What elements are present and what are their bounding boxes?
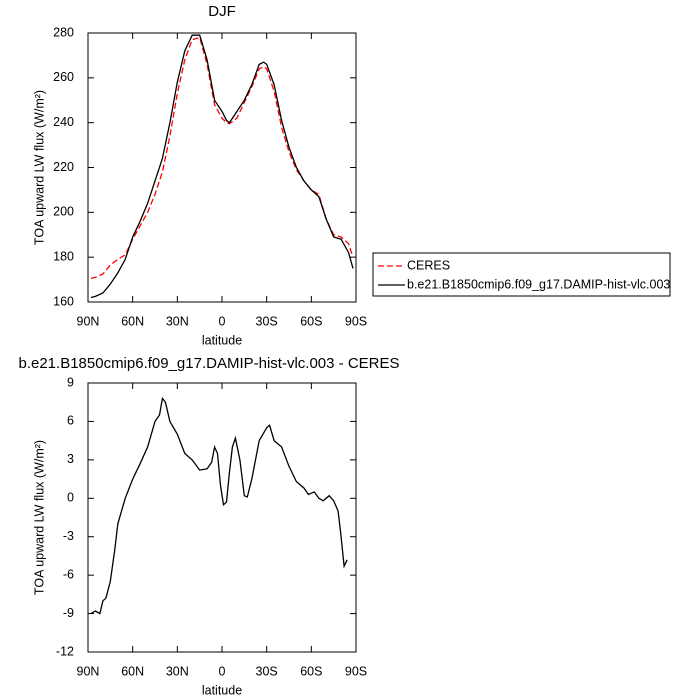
y-axis-label: TOA upward LW flux (W/m²) <box>32 440 46 595</box>
y-tick-label: 160 <box>53 294 74 308</box>
y-tick-label: 240 <box>53 115 74 129</box>
y-tick-label: 260 <box>53 70 74 84</box>
series-line <box>90 396 348 615</box>
y-tick-label: 220 <box>53 160 74 174</box>
x-tick-label: 30S <box>256 664 278 678</box>
x-tick-label: 90N <box>77 314 100 328</box>
legend-label: CERES <box>407 258 450 272</box>
plot-frame <box>87 32 357 303</box>
chart-title: DJF <box>208 3 236 20</box>
chart-title: b.e21.B1850cmip6.f09_g17.DAMIP-hist-vlc.… <box>18 355 399 372</box>
y-tick-label: 280 <box>53 25 74 39</box>
x-tick-label: 0 <box>219 664 226 678</box>
legend-box <box>372 252 671 297</box>
x-tick-label: 60N <box>121 314 144 328</box>
x-tick-label: 30N <box>166 664 189 678</box>
y-tick-label: 6 <box>67 414 74 428</box>
y-tick-label: 180 <box>53 249 74 263</box>
x-tick-label: 90N <box>77 664 100 678</box>
y-tick-label: 0 <box>67 491 74 505</box>
legend-label: b.e21.B1850cmip6.f09_g17.DAMIP-hist-vlc.… <box>407 277 670 291</box>
y-tick-label: 200 <box>53 205 74 219</box>
x-axis-label: latitude <box>202 683 242 697</box>
y-tick-label: -3 <box>63 529 74 543</box>
y-tick-label: -6 <box>63 567 74 581</box>
x-tick-label: 30S <box>256 314 278 328</box>
x-tick-label: 0 <box>219 314 226 328</box>
x-tick-label: 90S <box>345 314 367 328</box>
plot-frame <box>87 382 357 653</box>
x-tick-label: 60S <box>300 664 322 678</box>
series-line <box>90 34 354 299</box>
y-tick-label: -9 <box>63 606 74 620</box>
x-tick-label: 60N <box>121 664 144 678</box>
y-tick-label: -12 <box>56 644 74 658</box>
y-axis-label: TOA upward LW flux (W/m²) <box>32 90 46 245</box>
x-tick-label: 60S <box>300 314 322 328</box>
x-tick-label: 30N <box>166 314 189 328</box>
x-axis-label: latitude <box>202 333 242 347</box>
x-tick-label: 90S <box>345 664 367 678</box>
y-tick-label: 3 <box>67 452 74 466</box>
y-tick-label: 9 <box>67 375 74 389</box>
